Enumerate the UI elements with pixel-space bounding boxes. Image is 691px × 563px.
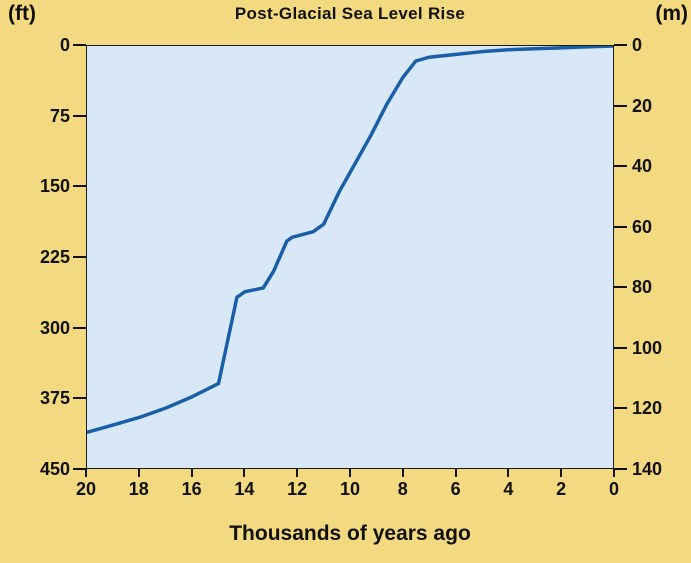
right-axis-tick-label: 120 [632,398,663,419]
tick-mark [296,469,299,477]
left-axis-tick-label: 375 [39,388,70,409]
tick-mark [349,469,351,477]
x-axis-tick-label: 14 [234,479,255,499]
tick-mark [614,225,627,228]
tick-mark [614,165,627,168]
right-axis-tick-label: 40 [632,156,653,177]
tick-mark [560,469,563,477]
tick-mark [73,114,86,117]
tick-mark [190,469,193,477]
tick-mark [73,44,86,46]
tick-mark [614,468,627,470]
x-axis-tick-label: 10 [339,479,361,499]
x-axis-tick-label: 0 [608,479,619,499]
tick-mark [73,326,86,329]
left-axis-tick-label: 300 [39,317,70,338]
tick-mark [614,286,627,289]
tick-mark [614,346,627,349]
x-axis-tick-label: 18 [128,479,149,499]
right-axis-unit-label: (m) [655,2,688,25]
plot-area [86,45,614,469]
right-axis-tick-label: 0 [632,35,643,55]
x-axis-tick-label: 4 [503,479,514,499]
tick-mark [137,469,140,477]
right-axis-tick-label: 100 [632,337,663,358]
left-axis-unit-label: (ft) [8,2,36,25]
tick-mark [507,469,510,477]
right-axis-tick-label: 140 [632,459,663,479]
left-axis-tick-label: 450 [39,459,70,479]
sea-level-line [87,46,613,435]
left-axis-tick-label: 150 [39,176,70,197]
tick-mark [614,407,627,410]
x-axis-title: Thousands of years ago [229,522,471,545]
x-axis-tick-label: 20 [75,479,97,499]
x-axis-tick-label: 12 [287,479,308,499]
left-axis-tick-label: 0 [59,35,70,55]
tick-mark [454,469,457,477]
right-axis-tick-label: 60 [632,216,653,237]
tick-mark [73,397,86,400]
tick-mark [243,469,246,477]
chart-title: Post-Glacial Sea Level Rise [234,4,466,23]
tick-mark [73,256,86,258]
tick-mark [73,468,86,470]
tick-mark [614,44,627,46]
tick-mark [73,185,86,188]
tick-mark [613,469,615,477]
x-axis-tick-label: 6 [450,479,461,499]
tick-mark [614,104,627,107]
sea-level-line-svg [87,46,613,435]
tick-mark [401,469,404,477]
left-axis-tick-label: 225 [39,247,70,267]
x-axis-tick-label: 8 [397,479,408,499]
right-axis-tick-label: 80 [632,277,653,298]
x-axis-tick-label: 16 [181,479,202,499]
x-axis-tick-label: 2 [556,479,567,499]
right-axis-tick-label: 20 [632,95,653,116]
tick-mark [85,469,87,477]
left-axis-tick-label: 75 [49,105,70,126]
